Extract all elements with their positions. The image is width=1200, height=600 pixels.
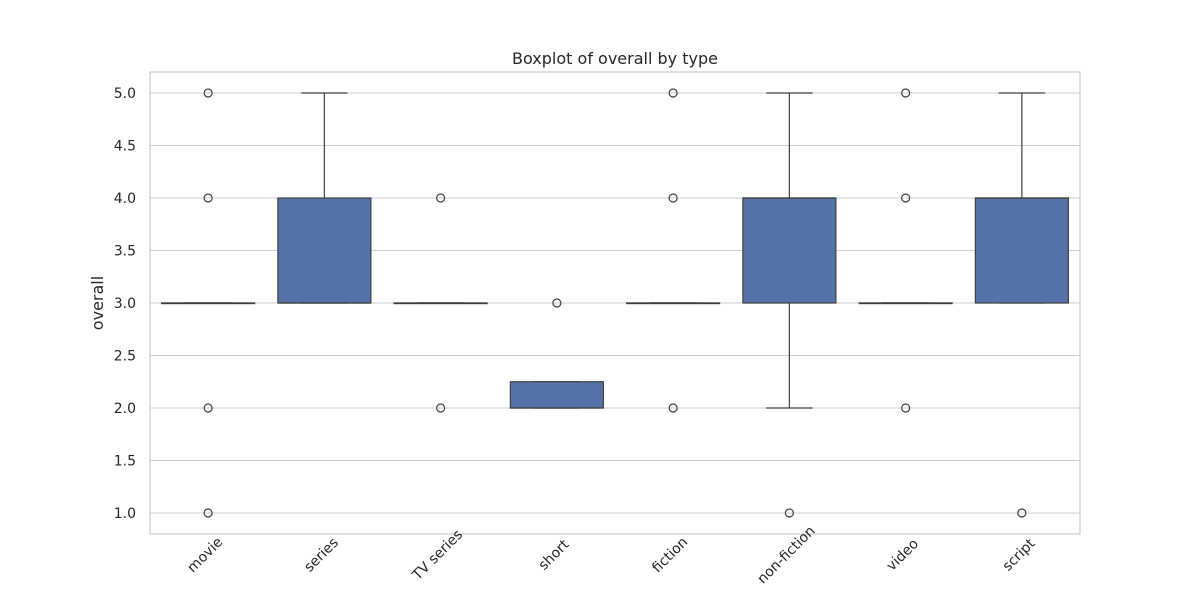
outlier-point: [203, 88, 213, 98]
box-script: [974, 92, 1069, 518]
outlier-point: [203, 193, 213, 203]
outlier-point: [668, 193, 678, 203]
y-tick-label: 4.5: [114, 139, 136, 155]
outlier-point: [203, 403, 213, 413]
x-tick-label: video: [884, 536, 922, 574]
outlier-point: [668, 88, 678, 98]
outlier-point: [436, 193, 446, 203]
outlier-point: [901, 193, 911, 203]
outlier-point: [901, 88, 911, 98]
outlier-point: [436, 403, 446, 413]
box-TV-series: [393, 193, 488, 413]
y-tick-label: 2.0: [114, 401, 136, 417]
box-fiction: [626, 88, 721, 413]
y-tick-label: 4.0: [114, 191, 136, 207]
box-series: [277, 92, 372, 304]
y-tick-label: 2.5: [114, 349, 136, 365]
outlier-point: [784, 508, 794, 518]
plot-frame: [149, 71, 1081, 535]
x-axis-ticks: movie series TV series short fiction non-fict…: [184, 523, 1038, 587]
outlier-point: [552, 298, 562, 308]
outlier-point: [668, 403, 678, 413]
iqr-box: [974, 197, 1069, 304]
box-video: [858, 88, 953, 413]
y-tick-label: 1.5: [114, 454, 136, 470]
y-tick-label: 3.0: [114, 296, 136, 312]
x-tick-label: non-fiction: [754, 523, 818, 587]
chart-title: Boxplot of overall by type: [512, 49, 718, 68]
iqr-box: [277, 197, 372, 304]
box-non-fiction: [742, 92, 837, 518]
outlier-point: [1017, 508, 1027, 518]
y-axis-ticks: 1.0 1.5 2.0 2.5 3.0 3.5 4.0 4.5 5.0: [114, 86, 136, 522]
x-tick-label: series: [301, 535, 342, 576]
y-tick-label: 1.0: [114, 506, 136, 522]
outlier-point: [901, 403, 911, 413]
iqr-box: [509, 381, 604, 409]
box-movie: [161, 88, 256, 518]
outlier-point: [203, 508, 213, 518]
box-series: [161, 88, 1069, 518]
y-axis-label: overall: [88, 276, 107, 330]
y-tick-label: 5.0: [114, 86, 136, 102]
x-tick-label: fiction: [649, 534, 691, 576]
x-tick-label: script: [1000, 535, 1039, 574]
x-tick-label: TV series: [409, 527, 466, 584]
x-tick-label: short: [536, 536, 573, 573]
box-short: [509, 298, 604, 409]
y-tick-label: 3.5: [114, 244, 136, 260]
x-tick-label: movie: [184, 534, 226, 576]
iqr-box: [742, 197, 837, 304]
